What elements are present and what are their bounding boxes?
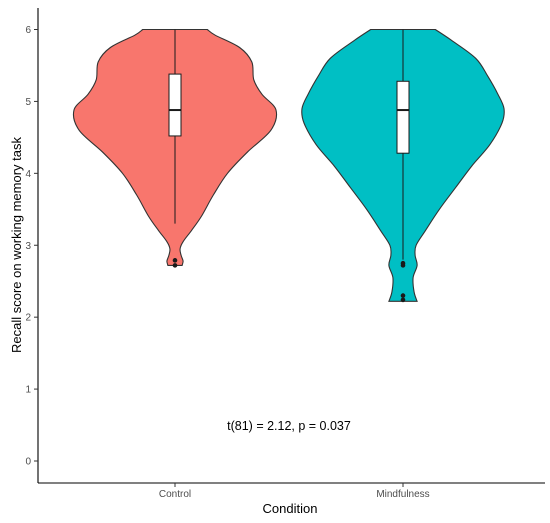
- outlier-point-mindfulness-2: [400, 293, 406, 298]
- x-tick-label-mindfulness: Mindfulness: [376, 489, 429, 500]
- y-tick-label-2: 2: [25, 313, 31, 324]
- y-tick-label-3: 3: [25, 241, 31, 252]
- y-tick-label-1: 1: [25, 385, 31, 396]
- outlier-point-control-1: [172, 263, 178, 268]
- violins-layer: [72, 28, 505, 302]
- outlier-point-control-0: [172, 258, 178, 263]
- axes-layer: 0 1 2 3 4 5 6 Control Mindfulness: [25, 8, 545, 500]
- y-tick-label-0: 0: [25, 457, 31, 468]
- y-axis-title: Recall score on working memory task: [9, 136, 24, 353]
- x-tick-label-control: Control: [159, 489, 191, 500]
- y-tick-label-5: 5: [25, 97, 31, 108]
- x-axis-title: Condition: [263, 501, 318, 516]
- box-control: [168, 73, 182, 137]
- test-statistic-annotation: t(81) = 2.12, p = 0.037: [227, 419, 351, 433]
- boxplots-layer: [168, 29, 410, 303]
- outlier-point-mindfulness-3: [400, 297, 406, 303]
- y-tick-label-4: 4: [25, 169, 31, 180]
- box-mindfulness: [396, 80, 410, 154]
- outlier-point-mindfulness-1: [400, 263, 406, 268]
- y-tick-label-6: 6: [25, 25, 31, 36]
